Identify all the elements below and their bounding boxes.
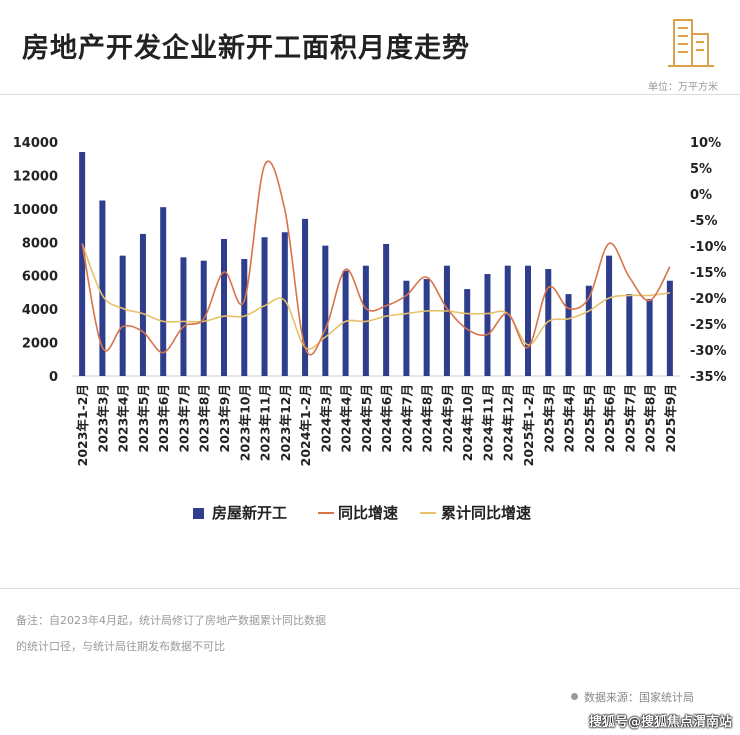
bullet-dot-icon [571,693,578,700]
legend-label-bar: 房屋新开工 [212,504,287,522]
bar [322,245,329,376]
y-right-tick-label: 10% [690,136,721,151]
bar [383,243,390,376]
bar [221,238,227,376]
bar [585,285,592,376]
x-tick-label: 2024年11月 [480,384,495,461]
y-left-tick-label: 8000 [22,236,58,251]
note-line-2: 的统计口径，与统计局往期发布数据不可比 [16,640,225,653]
y-right-tick-label: 5% [690,162,712,177]
x-tick-label: 2023年1-2月 [75,384,90,466]
x-tick-label: 2025年5月 [582,384,597,453]
page-title: 房地产开发企业新开工面积月度走势 [22,33,470,64]
bar [302,218,309,376]
note-line-1: 备注：自2023年4月起，统计局修订了房地产数据累计同比数据 [16,614,326,627]
chart: 0 2000 4000 6000 8000 10000 12000 14000 -35% -30%… [13,136,727,522]
bottom-divider [0,588,740,589]
x-tick-label: 2025年6月 [602,384,617,453]
x-tick-label: 2024年10月 [460,384,475,461]
y-right-tick-label: 0% [690,188,712,203]
x-tick-label: 2023年6月 [156,384,171,453]
bar [180,257,187,376]
x-tick-label: 2023年9月 [217,384,232,453]
x-tick-label: 2023年12月 [278,384,293,461]
bar [525,265,531,376]
y-left-tick-label: 10000 [13,203,58,218]
bar [484,274,491,376]
bar [606,255,613,376]
x-tick-label: 2024年5月 [359,384,374,453]
y-left-tick-label: 2000 [22,337,58,352]
x-tick-label: 2023年11月 [258,384,273,461]
y-right-tick-label: -25% [690,318,727,333]
top-divider [0,94,740,95]
bar [79,152,86,376]
y-left-tick-label: 4000 [22,303,58,318]
bar [504,265,511,376]
bar [545,269,552,376]
x-tick-label: 2025年3月 [541,384,556,453]
bar [666,280,673,376]
y-right-tick-label: -5% [690,214,717,229]
y-right-tick-label: -30% [690,344,727,359]
watermark: 搜狐号@搜狐焦点渭南站 [588,715,732,730]
y-right-tick-label: -20% [690,292,727,307]
x-tick-label: 2024年7月 [399,384,414,453]
x-tick-label: 2024年3月 [318,384,333,453]
x-tick-label: 2023年3月 [95,384,110,453]
y-left-tick-label: 12000 [13,169,58,184]
y-left-tick-label: 0 [49,370,58,385]
x-tick-label: 2023年4月 [116,384,131,453]
unit-label: 单位：万平方米 [648,82,718,93]
bar [443,265,450,376]
legend-label-cumulative: 累计同比增速 [441,504,531,522]
bar [160,207,167,376]
bar [565,294,572,376]
bar [646,299,653,376]
y-right-tick-label: -15% [690,266,727,281]
y-left-tick-label: 14000 [13,136,58,151]
x-tick-label: 2023年10月 [237,384,252,461]
x-tick-label: 2025年8月 [643,384,658,453]
x-tick-label: 2024年12月 [501,384,516,461]
legend-label-yoy: 同比增速 [338,504,398,522]
x-tick-label: 2024年1-2月 [298,384,313,466]
bar [281,232,288,376]
bar [403,280,410,376]
y-left-tick-label: 6000 [22,270,58,285]
x-tick-label: 2024年9月 [440,384,455,453]
bar [342,270,349,376]
building-logo-icon [668,19,714,67]
bar [99,200,106,376]
x-tick-label: 2025年1-2月 [521,384,536,466]
x-tick-label: 2024年4月 [339,384,354,453]
legend-swatch-bar [193,508,204,519]
x-tick-label: 2023年5月 [136,384,151,453]
y-right-tick-label: -35% [690,370,727,385]
x-tick-label: 2024年8月 [420,384,435,453]
data-source: 数据来源：国家统计局 [571,689,694,705]
bar [423,279,430,376]
bar [464,289,471,376]
x-tick-label: 2023年7月 [176,384,191,453]
x-tick-label: 2025年7月 [622,384,637,453]
x-tick-label: 2025年4月 [562,384,577,453]
x-tick-label: 2023年8月 [197,384,212,453]
bar [119,255,126,376]
bar [241,259,248,376]
bar [139,233,146,376]
series-line-yoy [81,160,671,356]
bar [626,294,633,376]
data-source-text: 数据来源：国家统计局 [584,691,694,704]
y-right-tick-label: -10% [690,240,727,255]
x-tick-label: 2024年6月 [379,384,394,453]
x-tick-label: 2025年9月 [663,384,678,453]
series-line-cumulative [81,243,670,350]
